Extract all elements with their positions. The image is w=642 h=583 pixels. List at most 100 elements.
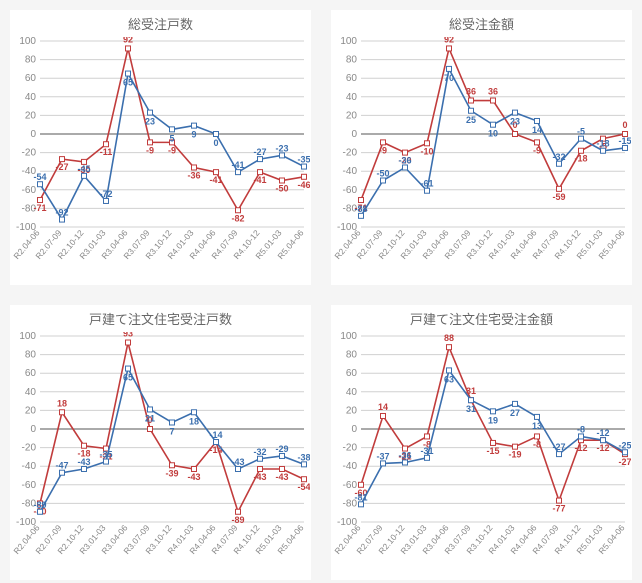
y-tick-label: 0	[30, 424, 36, 435]
marker	[148, 110, 153, 115]
data-label: 18	[189, 416, 199, 426]
marker	[302, 164, 307, 169]
marker	[535, 434, 540, 439]
y-tick-label: -20	[22, 443, 37, 454]
marker	[38, 509, 43, 514]
data-label: 25	[466, 115, 476, 125]
data-label: -9	[379, 145, 387, 155]
data-label: 21	[145, 413, 155, 423]
y-tick-label: -20	[343, 148, 358, 159]
marker	[280, 453, 285, 458]
data-label: -18	[596, 139, 609, 149]
data-label: -8	[577, 424, 585, 434]
data-label: -31	[420, 446, 433, 456]
data-label: 19	[488, 415, 498, 425]
data-label: -92	[55, 208, 68, 218]
data-label: -9	[146, 145, 154, 155]
marker	[82, 173, 87, 178]
data-label: -32	[253, 447, 266, 457]
marker	[60, 470, 65, 475]
data-label: 7	[169, 426, 174, 436]
marker	[302, 477, 307, 482]
marker	[469, 108, 474, 113]
marker	[82, 466, 87, 471]
chart-panel: 総受注金額-100-80-60-40-20020406080100R2.04-0…	[331, 10, 632, 285]
marker	[170, 463, 175, 468]
data-label: -43	[275, 472, 288, 482]
data-label: -11	[100, 147, 113, 157]
data-label: -41	[209, 175, 222, 185]
marker	[236, 208, 241, 213]
data-label: -43	[253, 472, 266, 482]
data-label: -46	[297, 180, 310, 190]
marker	[557, 186, 562, 191]
marker	[425, 455, 430, 460]
marker	[258, 170, 263, 175]
marker	[425, 141, 430, 146]
marker	[557, 452, 562, 457]
data-label: 70	[444, 73, 454, 83]
marker	[359, 502, 364, 507]
data-label: -27	[618, 457, 631, 467]
chart-plot: -100-80-60-40-20020406080100R2.04-06R2.0…	[10, 37, 310, 285]
data-label: -89	[231, 515, 244, 525]
data-label: -82	[231, 213, 244, 223]
data-label: -12	[596, 443, 609, 453]
data-label: -43	[77, 457, 90, 467]
data-label: -12	[596, 428, 609, 438]
marker	[491, 122, 496, 127]
marker	[447, 46, 452, 51]
data-label: -41	[231, 160, 244, 170]
data-label: -89	[33, 500, 46, 510]
marker	[60, 410, 65, 415]
chart-plot: -100-80-60-40-20020406080100R2.04-06R2.0…	[331, 37, 631, 285]
y-tick-label: 60	[25, 73, 37, 84]
marker	[126, 46, 131, 51]
data-label: -14	[209, 430, 222, 440]
chart-title: 総受注戸数	[10, 10, 311, 37]
data-label: -27	[55, 162, 68, 172]
y-tick-label: 80	[346, 55, 358, 66]
data-label: -9	[533, 145, 541, 155]
y-tick-label: 20	[346, 405, 358, 416]
data-label: 36	[488, 87, 498, 97]
data-label: -18	[574, 154, 587, 164]
data-label: 5	[169, 133, 174, 143]
data-label: -8	[533, 439, 541, 449]
marker	[491, 440, 496, 445]
chart-plot: -100-80-60-40-20020406080100R2.04-06R2.0…	[10, 332, 310, 580]
marker	[280, 178, 285, 183]
marker	[60, 217, 65, 222]
marker	[447, 66, 452, 71]
marker	[491, 409, 496, 414]
y-tick-label: 40	[25, 387, 37, 398]
data-label: 93	[123, 332, 133, 339]
y-tick-label: 80	[25, 55, 37, 66]
data-label: -36	[398, 155, 411, 165]
data-label: -29	[275, 444, 288, 454]
marker	[579, 434, 584, 439]
marker	[601, 148, 606, 153]
y-tick-label: -20	[22, 148, 37, 159]
marker	[104, 198, 109, 203]
marker	[579, 148, 584, 153]
marker	[214, 170, 219, 175]
y-tick-label: 0	[351, 129, 357, 140]
marker	[104, 142, 109, 147]
data-label: 31	[466, 404, 476, 414]
data-label: -54	[33, 172, 46, 182]
chart-panel: 戸建て注文住宅受注戸数-100-80-60-40-20020406080100R…	[10, 305, 311, 580]
data-label: -19	[508, 450, 521, 460]
data-label: -36	[398, 450, 411, 460]
y-tick-label: 80	[346, 350, 358, 361]
data-label: 92	[123, 37, 133, 44]
marker	[359, 213, 364, 218]
data-label: -36	[187, 170, 200, 180]
chart-panel: 戸建て注文住宅受注金額-100-80-60-40-20020406080100R…	[331, 305, 632, 580]
marker	[513, 444, 518, 449]
marker	[359, 198, 364, 203]
marker	[403, 165, 408, 170]
y-tick-label: 100	[340, 332, 357, 342]
y-tick-label: -60	[22, 185, 37, 196]
y-tick-label: -60	[343, 185, 358, 196]
